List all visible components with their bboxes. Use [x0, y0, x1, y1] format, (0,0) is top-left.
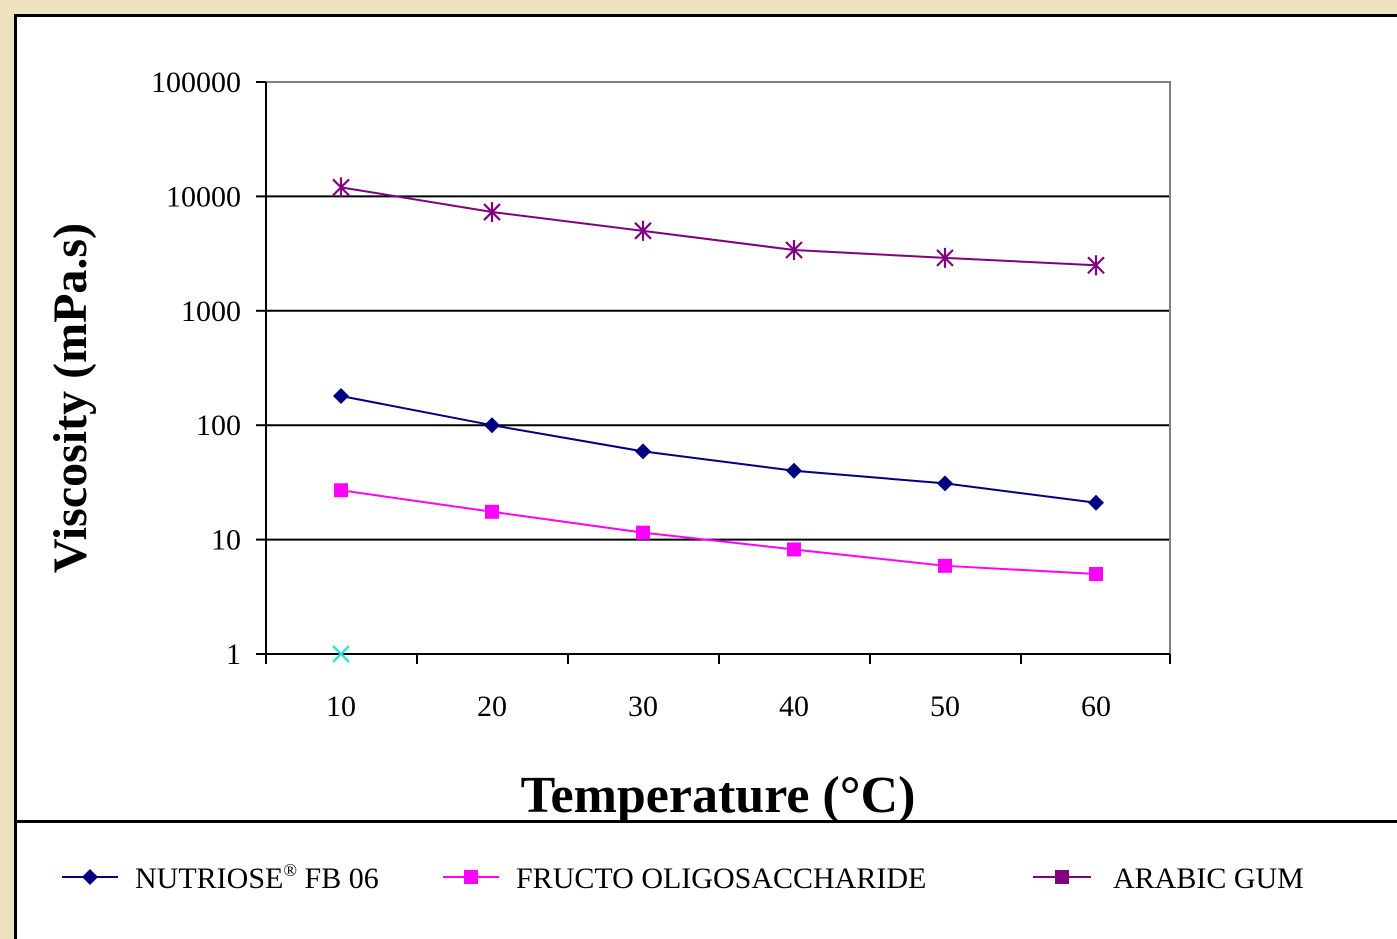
x-tick-label: 50: [930, 690, 960, 723]
series-3: [332, 177, 1105, 276]
data-point: [484, 417, 500, 434]
data-point: [332, 177, 350, 198]
data-point: [936, 247, 954, 268]
y-tick-label: 100: [196, 409, 241, 442]
series-1: [333, 387, 1104, 511]
y-tick-label: 10000: [166, 180, 241, 213]
legend-item-1: NUTRIOSE® FB 06: [62, 860, 379, 895]
data-point: [1088, 494, 1104, 511]
legend-label: NUTRIOSE® FB 06: [135, 860, 379, 895]
data-point: [785, 239, 803, 260]
data-point: [334, 483, 348, 498]
legend-item-2: FRUCTO OLIGOSACCHARIDE: [443, 862, 926, 895]
legend-label-main: ARABIC GUM: [1113, 862, 1304, 895]
legend-label: ARABIC GUM: [1113, 862, 1304, 895]
x-axis-title: Temperature (°C): [521, 767, 916, 824]
x-tick-label: 40: [779, 690, 809, 723]
x-tick-label: 10: [326, 690, 356, 723]
series-line: [340, 186, 1097, 267]
series-layer: [332, 177, 1105, 663]
y-tick-label: 1: [226, 638, 241, 671]
grid-lines: [266, 81, 1170, 541]
legend-marker: [1055, 870, 1069, 884]
data-point: [333, 387, 349, 404]
legend-label-sup: ®: [283, 860, 297, 880]
data-point: [938, 558, 952, 573]
data-point: [483, 202, 501, 223]
data-point: [635, 443, 651, 460]
axes: [256, 81, 1171, 664]
data-point: [937, 475, 953, 492]
series-line: [340, 489, 1097, 576]
plot-area: [265, 81, 1171, 655]
chart-frame: [14, 14, 1397, 939]
y-tick-label: 100000: [151, 66, 241, 99]
legend-marker: [82, 869, 98, 885]
stray-marker: [332, 645, 350, 663]
x-stroke: [332, 645, 350, 663]
legend-label: FRUCTO OLIGOSACCHARIDE: [516, 862, 926, 895]
x-tick-label: 60: [1081, 690, 1111, 723]
y-axis-title: Viscosity (mPa.s): [44, 223, 97, 573]
x-tick-label: 20: [477, 690, 507, 723]
series-2: [334, 483, 1103, 582]
legend-item-3: ARABIC GUM: [1033, 862, 1304, 895]
data-point: [786, 462, 802, 479]
data-point: [634, 220, 652, 241]
legend: NUTRIOSE® FB 06 FRUCTO OLIGOSACCHARIDE ARA…: [62, 860, 1304, 895]
data-point: [1087, 255, 1105, 276]
legend-label-suffix: FB 06: [297, 862, 379, 895]
tick-labels: 100000 10000 1000 100 10 1 10 20 30 40 50 60: [151, 66, 1111, 723]
legend-divider: [14, 820, 1397, 823]
data-point: [485, 504, 499, 519]
y-tick-label: 10: [211, 524, 241, 557]
series-line: [340, 395, 1097, 504]
data-point: [1089, 567, 1103, 582]
legend-label-main: FRUCTO OLIGOSACCHARIDE: [516, 862, 926, 895]
data-point: [787, 542, 801, 557]
data-point: [636, 525, 650, 540]
legend-marker: [464, 870, 478, 884]
y-tick-label: 1000: [181, 295, 241, 328]
x-tick-label: 30: [628, 690, 658, 723]
legend-label-main: NUTRIOSE: [135, 862, 283, 895]
